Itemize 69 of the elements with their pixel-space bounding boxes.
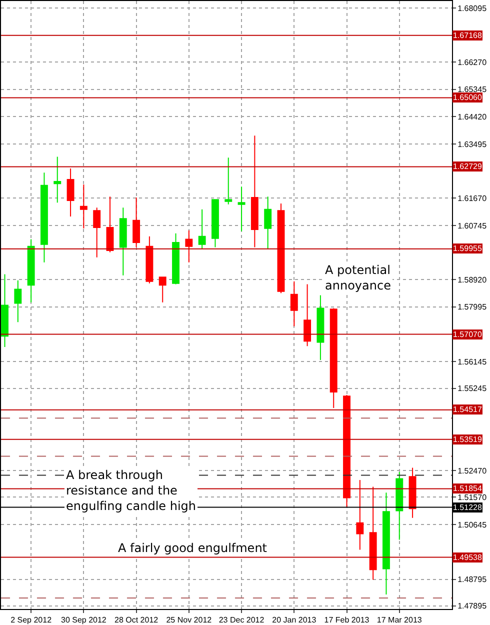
candlestick	[40, 172, 48, 263]
candlestick	[250, 135, 258, 248]
candlestick	[14, 280, 22, 323]
ref-line-label: 1.54517	[453, 405, 482, 414]
candlestick	[382, 492, 390, 595]
ref-line-label: 1.49538	[453, 553, 482, 562]
candlestick	[369, 486, 377, 580]
candlestick	[356, 479, 364, 550]
candlestick	[132, 197, 140, 248]
candlestick	[396, 471, 404, 540]
ref-line-label: 1.51228	[453, 503, 482, 512]
y-tick-label: 1.52470	[458, 466, 488, 476]
y-tick-label: 1.68095	[458, 4, 488, 13]
x-tick-label: 25 Nov 2012	[166, 616, 212, 625]
y-tick-label: 1.57995	[458, 302, 488, 312]
candlestick	[93, 207, 101, 258]
y-tick-label: 1.47895	[458, 602, 488, 611]
candlestick	[54, 156, 62, 204]
y-tick-label: 1.56145	[458, 357, 488, 366]
y-tick-label: 1.60745	[458, 221, 488, 230]
annotation: A break through resistance and the engulfing candle high	[66, 468, 196, 514]
candlestick	[277, 202, 285, 294]
candlestick	[198, 208, 206, 249]
candlestick	[80, 184, 88, 229]
ref-line-label: 1.57070	[453, 330, 482, 339]
ref-line-label: 1.53519	[453, 435, 482, 444]
candlestick	[1, 274, 8, 348]
annotation: A potential annoyance	[325, 263, 391, 293]
candlestick	[146, 236, 154, 284]
y-tick-label: 1.48795	[458, 575, 488, 584]
y-tick-label: 1.51570	[458, 492, 488, 502]
candlestick	[343, 394, 350, 508]
x-tick-label: 2 Sep 2012	[10, 616, 52, 625]
y-tick-label: 1.66270	[458, 58, 488, 67]
candlestick	[66, 168, 74, 217]
y-tick-label: 1.61670	[458, 194, 488, 203]
candlestick	[264, 196, 272, 249]
y-tick-label: 1.65345	[458, 85, 488, 94]
y-tick-label: 1.55245	[458, 384, 488, 394]
x-tick-label: 23 Dec 2012	[218, 616, 265, 625]
ref-line-label: 1.65060	[453, 93, 482, 102]
x-tick-label: 30 Sep 2012	[60, 616, 107, 625]
candlestick	[224, 157, 232, 205]
x-tick-label: 17 Feb 2013	[324, 616, 370, 625]
y-tick-label: 1.64420	[458, 112, 488, 122]
candlestick	[290, 280, 298, 327]
x-tick-label: 28 Oct 2012	[114, 616, 159, 625]
candlestick	[119, 207, 127, 276]
y-tick-label: 1.50645	[458, 520, 488, 530]
candlestick	[185, 230, 193, 263]
ref-line-label: 1.51854	[453, 484, 482, 493]
candlestick	[172, 232, 180, 285]
annotation: A fairly good engulfment	[118, 541, 268, 555]
candlestick	[27, 238, 35, 303]
ref-line-label: 1.62729	[453, 162, 482, 171]
y-tick-label: 1.63495	[458, 140, 488, 149]
candlestick	[304, 284, 312, 347]
ref-line-label: 1.67168	[453, 31, 482, 40]
candlestick	[330, 308, 338, 409]
candlestick	[408, 467, 416, 518]
candlestick	[158, 276, 166, 303]
y-tick-label: 1.58920	[458, 275, 488, 284]
candlestick	[238, 186, 246, 232]
x-tick-label: 17 Mar 2013	[376, 616, 422, 625]
candlestick	[316, 294, 324, 361]
x-tick-label: 20 Jan 2013	[272, 616, 317, 625]
candlestick	[106, 196, 114, 253]
candlestick	[212, 199, 219, 248]
ref-line-label: 1.59955	[453, 244, 482, 253]
